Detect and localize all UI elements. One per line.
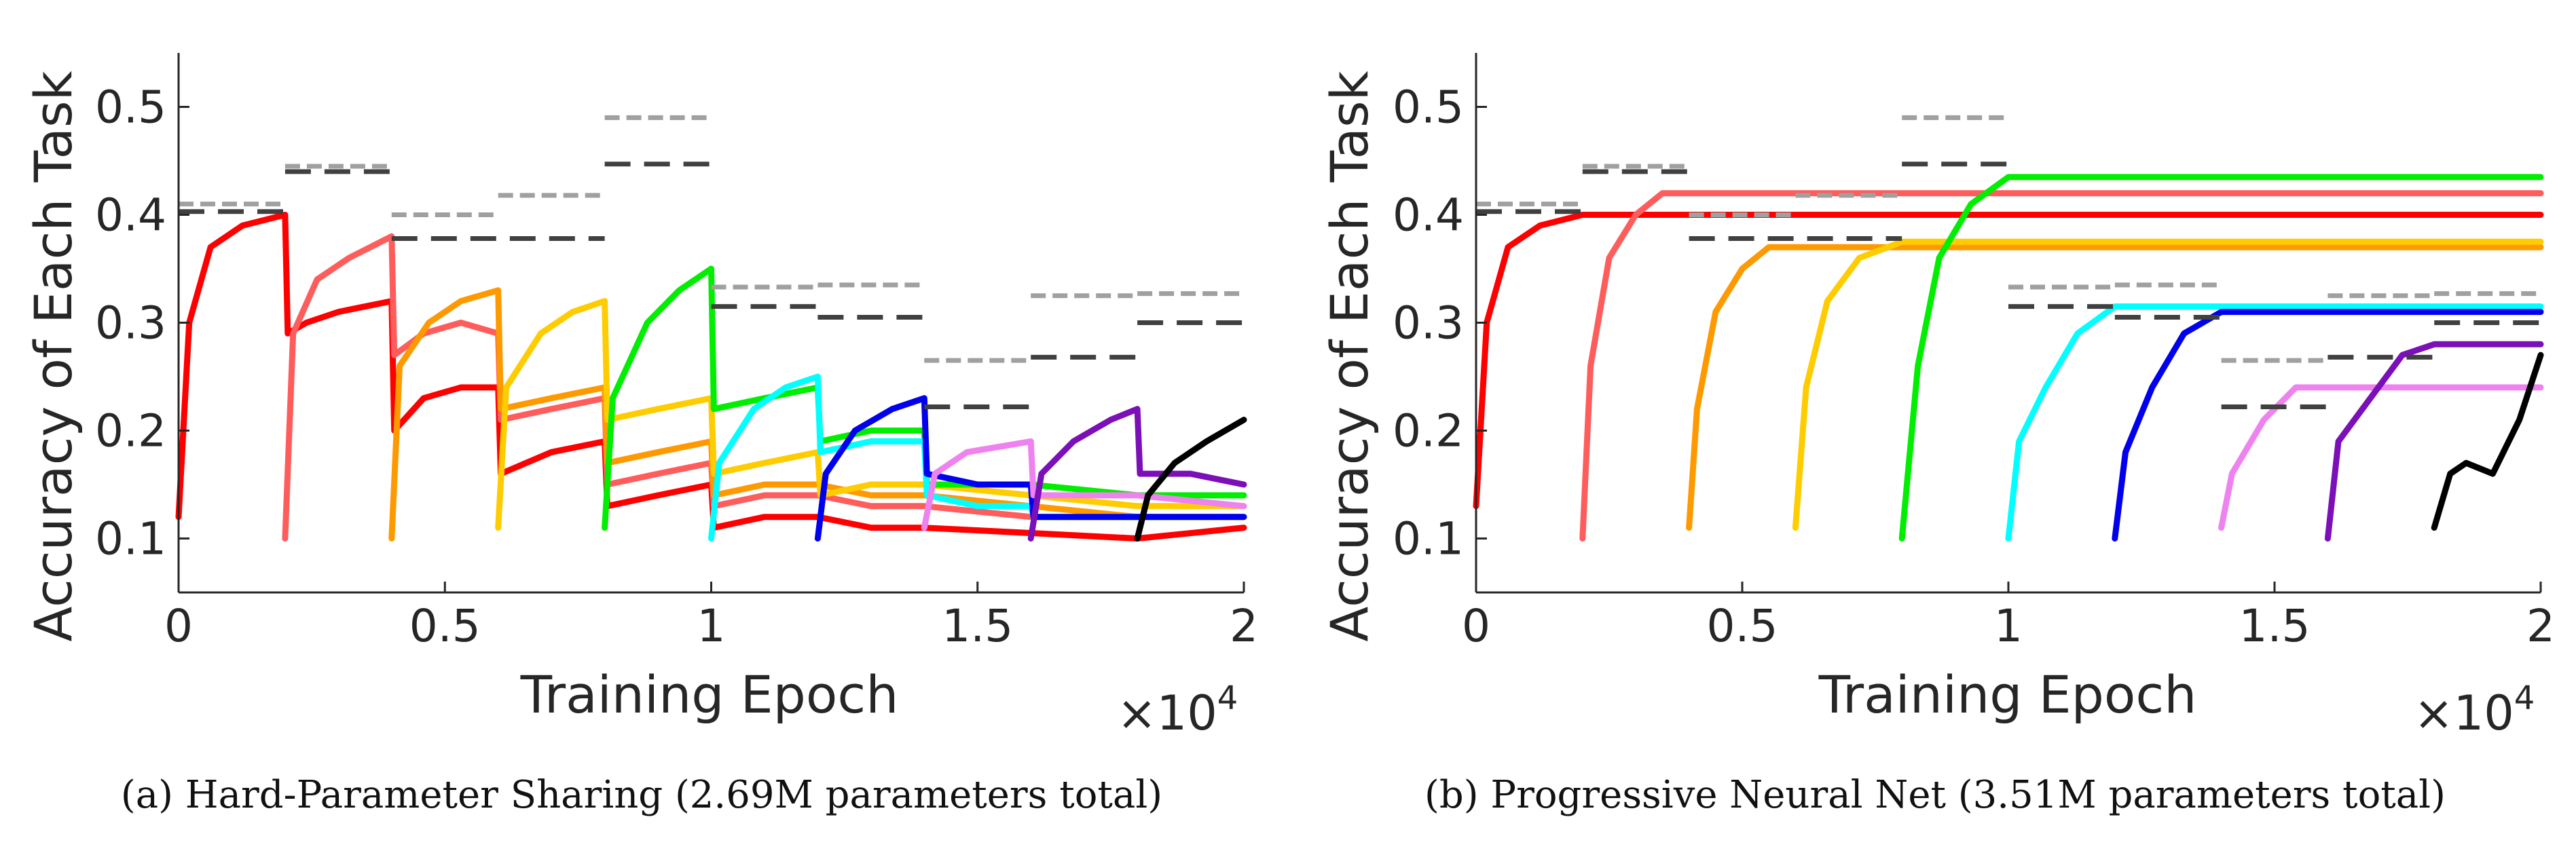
x-tick-label: 1.5: [2239, 600, 2311, 652]
y-tick-label: 0.5: [95, 81, 166, 134]
x-tick-label: 0: [164, 600, 193, 652]
series-line-2: [1579, 190, 2544, 542]
reference-dash-layer: [1476, 115, 2541, 410]
x-tick-label: 0: [1462, 600, 1490, 652]
x-tick-label: 0.5: [409, 600, 481, 652]
series-line-4: [495, 298, 1247, 531]
x-tick-label: 1: [1994, 600, 2023, 652]
reference-dash-layer: [179, 115, 1244, 410]
series-line-8: [921, 438, 1247, 531]
x-tick-labels: 0 0.5 1 1.5 2: [1462, 600, 2555, 652]
series-line-9: [2324, 341, 2544, 542]
series-line-8: [2218, 384, 2544, 531]
y-tick-label: 0.3: [1393, 297, 1464, 349]
caption-b: (b) Progressive Neural Net (3.51M parame…: [1424, 773, 2446, 817]
y-tick-label: 0.4: [1393, 189, 1464, 242]
y-tick-label: 0.2: [95, 405, 166, 457]
y-tick-label: 0.3: [95, 297, 166, 349]
series-line-10: [2431, 352, 2544, 531]
x-scale-factor: ×104: [1117, 679, 1238, 741]
x-scale-factor: ×104: [2414, 679, 2535, 741]
x-axis-label: Training Epoch: [520, 664, 899, 725]
x-tick-label: 2: [2526, 600, 2555, 652]
y-axis-label: Accuracy of Each Task: [1319, 71, 1380, 641]
series-line-3: [1686, 244, 2544, 531]
x-tick-label: 0.5: [1707, 600, 1778, 652]
y-tick-label: 0.1: [1393, 513, 1464, 565]
axes: [177, 53, 1245, 594]
caption-a: (a) Hard-Parameter Sharing (2.69M parame…: [121, 773, 1162, 817]
y-tick-label: 0.4: [95, 189, 166, 242]
x-tick-label: 1.5: [942, 600, 1013, 652]
y-tick-label: 0.5: [1393, 81, 1464, 134]
y-tick-label: 0.1: [95, 513, 166, 565]
y-tick-labels: 0.1 0.2 0.3 0.4 0.5: [95, 81, 166, 565]
series-layer: [175, 212, 1247, 542]
series-line-7: [814, 395, 1247, 542]
panel-a: 0 0.5 1 1.5 2 0.1 0.2 0.3 0.4 0.5 Training Epoch…: [23, 53, 1258, 817]
x-tick-labels: 0 0.5 1 1.5 2: [164, 600, 1258, 652]
series-line-10: [1134, 417, 1247, 542]
series-line-9: [1027, 406, 1247, 542]
series-line-6: [2005, 303, 2544, 542]
x-tick-label: 1: [697, 600, 726, 652]
y-tick-labels: 0.1 0.2 0.3 0.4 0.5: [1393, 81, 1464, 565]
x-tick-label: 2: [1230, 600, 1258, 652]
axes: [1475, 53, 2542, 594]
panel-b: 0 0.5 1 1.5 2 0.1 0.2 0.3 0.4 0.5 Training Epoch…: [1319, 53, 2555, 817]
series-line-4: [1792, 238, 2544, 531]
y-axis-label: Accuracy of Each Task: [23, 71, 84, 641]
series-line-1: [1473, 212, 2544, 510]
x-axis-label: Training Epoch: [1818, 664, 2197, 725]
series-line-5: [1898, 174, 2544, 542]
series-line-7: [2112, 309, 2544, 542]
y-tick-label: 0.2: [1393, 405, 1464, 457]
